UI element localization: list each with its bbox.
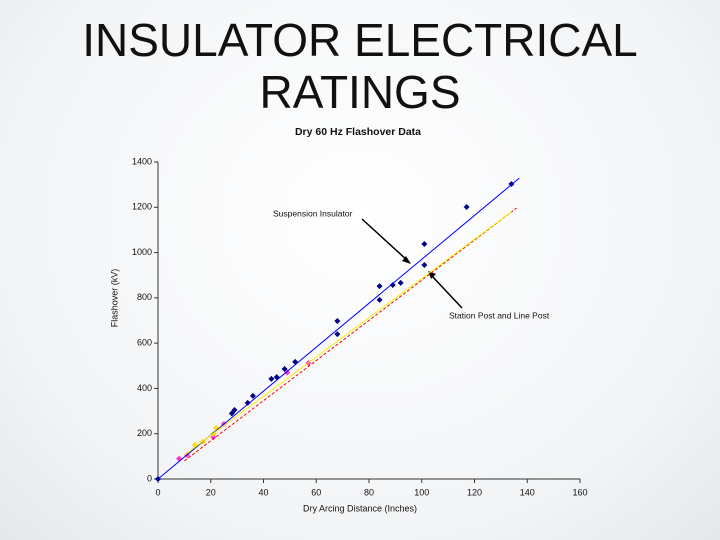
y-axis-label: Flashover (kV) bbox=[109, 269, 119, 328]
data-point bbox=[284, 369, 291, 376]
chart-title: Dry 60 Hz Flashover Data bbox=[295, 126, 421, 138]
x-tick-label: 20 bbox=[206, 487, 216, 497]
annotation: Suspension Insulator bbox=[273, 208, 353, 218]
x-tick-label: 100 bbox=[414, 487, 429, 497]
y-tick-label: 1200 bbox=[132, 202, 152, 212]
data-point bbox=[292, 358, 299, 365]
data-point bbox=[334, 317, 341, 324]
data-point bbox=[281, 365, 288, 372]
y-tick-label: 1400 bbox=[132, 156, 152, 166]
data-point bbox=[463, 204, 470, 211]
x-tick-label: 0 bbox=[155, 487, 160, 497]
y-tick-label: 1000 bbox=[132, 247, 152, 257]
trend-line bbox=[184, 211, 512, 456]
x-tick-label: 120 bbox=[467, 487, 482, 497]
data-point bbox=[334, 331, 341, 338]
slide-title: INSULATOR ELECTRICAL RATINGS bbox=[82, 14, 638, 118]
arrow bbox=[430, 274, 463, 309]
y-tick-label: 800 bbox=[137, 292, 152, 302]
y-tick-label: 0 bbox=[147, 473, 152, 483]
data-point bbox=[249, 392, 256, 399]
x-tick-label: 80 bbox=[364, 487, 374, 497]
data-point bbox=[397, 279, 404, 286]
trend-line bbox=[157, 177, 520, 480]
arrowhead bbox=[402, 256, 411, 264]
data-point bbox=[273, 374, 280, 381]
y-tick-label: 400 bbox=[137, 383, 152, 393]
trend-line bbox=[184, 207, 518, 462]
data-point bbox=[421, 262, 428, 269]
x-tick-label: 140 bbox=[520, 487, 535, 497]
annotation: Station Post and Line Post bbox=[449, 310, 550, 320]
data-point bbox=[376, 283, 383, 290]
arrowhead bbox=[428, 271, 436, 279]
data-point bbox=[421, 240, 428, 247]
data-point bbox=[210, 434, 217, 441]
x-tick-label: 160 bbox=[572, 487, 587, 497]
x-tick-label: 40 bbox=[258, 487, 268, 497]
data-point bbox=[228, 410, 235, 417]
data-point bbox=[376, 296, 383, 303]
data-point bbox=[231, 406, 238, 413]
data-point bbox=[244, 399, 251, 406]
x-axis-label: Dry Arcing Distance (Inches) bbox=[303, 503, 417, 513]
arrow bbox=[361, 218, 409, 262]
data-point bbox=[268, 375, 275, 382]
x-tick-label: 60 bbox=[311, 487, 321, 497]
y-tick-label: 600 bbox=[137, 338, 152, 348]
data-point bbox=[176, 455, 183, 462]
data-point bbox=[389, 281, 396, 288]
y-tick-label: 200 bbox=[137, 428, 152, 438]
